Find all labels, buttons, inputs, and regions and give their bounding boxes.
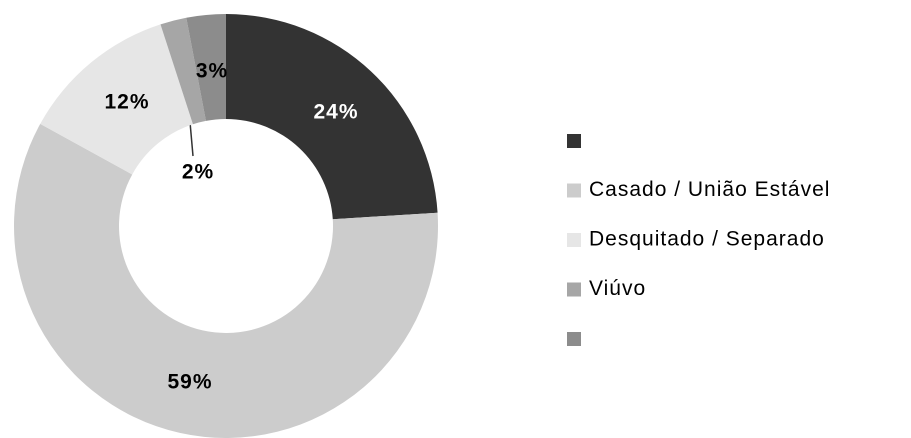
slice <box>160 17 206 125</box>
data-label: 24% <box>313 101 358 124</box>
data-label: 59% <box>167 371 212 394</box>
legend-label: Casado / União Estável <box>589 178 830 201</box>
data-label: 12% <box>104 91 149 114</box>
slice <box>40 24 193 175</box>
legend-swatch <box>567 282 581 297</box>
legend-label: Viúvo <box>589 277 646 300</box>
slice <box>186 14 226 121</box>
slice <box>13 123 439 438</box>
legend-swatch <box>567 233 581 247</box>
legend-label: Desquitado / Separado <box>589 228 825 251</box>
data-label: 2% <box>182 161 214 184</box>
legend-swatch <box>567 134 581 148</box>
slice <box>226 14 438 220</box>
data-label: 3% <box>196 60 228 83</box>
legend-swatch <box>567 332 581 346</box>
leader-line <box>189 121 194 157</box>
legend-swatch <box>567 183 581 198</box>
